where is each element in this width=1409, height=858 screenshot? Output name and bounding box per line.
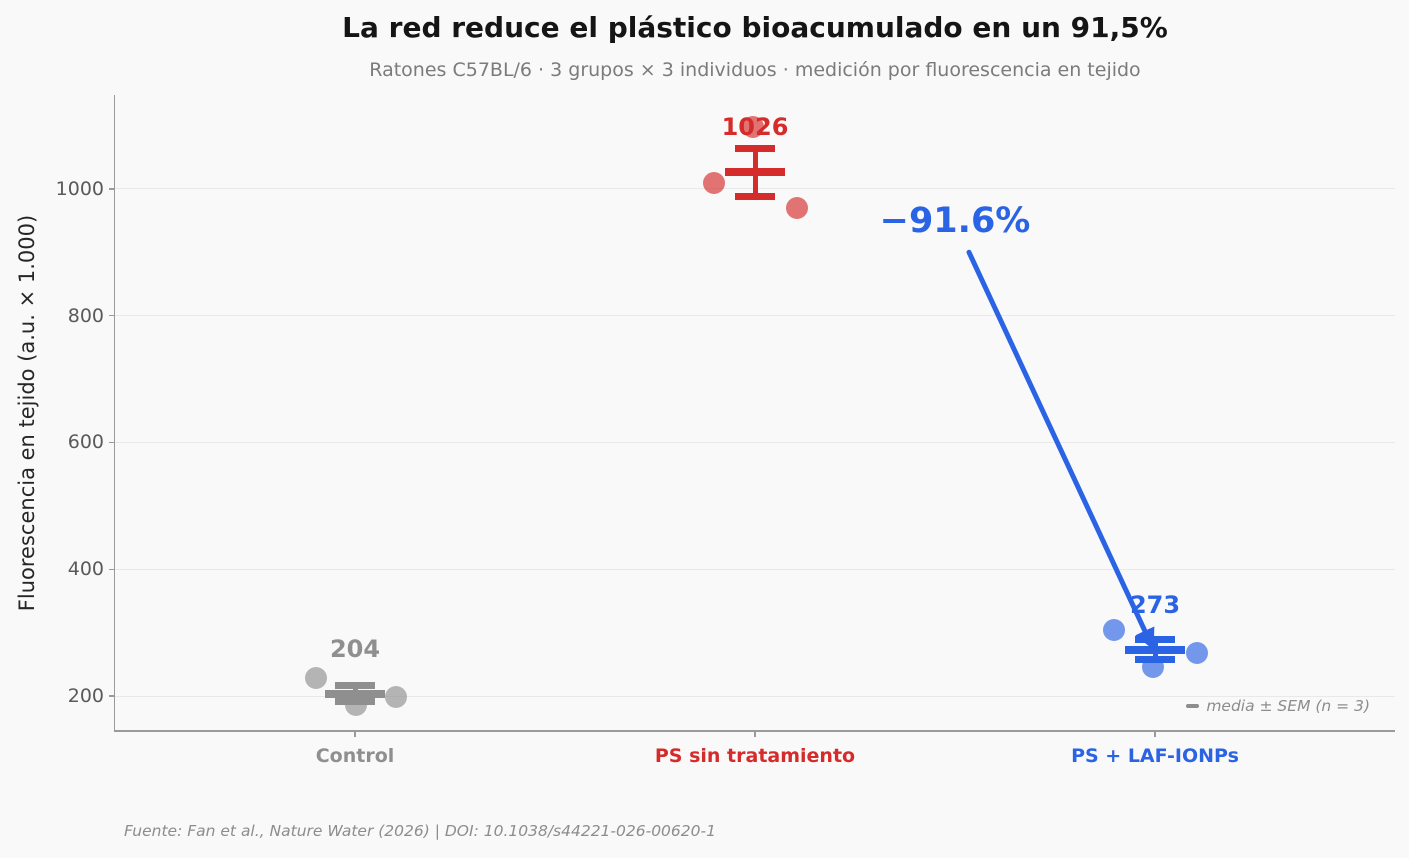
mean-line bbox=[325, 689, 385, 698]
x-tick-mark bbox=[754, 731, 756, 737]
errorbar-cap-bottom bbox=[335, 698, 375, 706]
y-tick-mark bbox=[109, 441, 115, 444]
errorbar-cap-bottom bbox=[1135, 656, 1175, 664]
data-point bbox=[742, 115, 764, 138]
source-note: Fuente: Fan et al., Nature Water (2026) … bbox=[124, 822, 716, 840]
data-point bbox=[1186, 642, 1208, 664]
annotation-reduction-label: −91.6% bbox=[879, 200, 1031, 241]
mean-line bbox=[1125, 645, 1185, 654]
legend-line-swatch bbox=[1186, 704, 1200, 708]
x-tick-mark bbox=[1154, 731, 1156, 737]
y-tick-mark bbox=[109, 568, 115, 571]
mean-label-ps-laf-ionps: 273 bbox=[1129, 590, 1181, 619]
chart-subtitle: Ratones C57BL/6 · 3 grupos × 3 individuo… bbox=[369, 59, 1141, 81]
errorbar-cap-bottom bbox=[735, 192, 775, 200]
y-tick-label: 1000 bbox=[55, 177, 104, 200]
legend-label: media ± SEM (n = 3) bbox=[1206, 697, 1370, 715]
data-point bbox=[702, 172, 725, 195]
errorbar-cap-top bbox=[735, 144, 775, 152]
x-category-label-control: Control bbox=[315, 745, 395, 767]
gridline bbox=[115, 695, 1395, 697]
gridline bbox=[115, 441, 1395, 443]
y-axis-spine bbox=[113, 95, 115, 731]
mean-label-control: 204 bbox=[329, 634, 381, 663]
x-category-label-ps-laf-ionps: PS + LAF-IONPs bbox=[1071, 745, 1239, 767]
y-tick-label: 800 bbox=[67, 304, 104, 327]
errorbar-cap-top bbox=[1135, 636, 1175, 644]
chart-title: La red reduce el plástico bioacumulado e… bbox=[342, 11, 1168, 44]
data-point bbox=[385, 686, 408, 709]
y-tick-mark bbox=[109, 695, 115, 697]
legend: media ± SEM (n = 3) bbox=[1186, 697, 1370, 715]
x-tick-mark bbox=[354, 731, 356, 737]
data-point bbox=[786, 196, 808, 219]
y-tick-label: 400 bbox=[67, 558, 104, 581]
y-tick-label: 600 bbox=[67, 431, 104, 454]
y-tick-mark bbox=[109, 314, 115, 317]
y-tick-label: 200 bbox=[67, 685, 104, 708]
data-point bbox=[304, 667, 327, 690]
y-tick-mark bbox=[109, 188, 115, 190]
annotation-arrow-line bbox=[966, 249, 1155, 650]
data-point bbox=[1102, 618, 1125, 641]
gridline bbox=[115, 568, 1395, 570]
errorbar-cap-top bbox=[335, 681, 375, 689]
gridline bbox=[115, 315, 1395, 317]
x-category-label-ps-untreated: PS sin tratamiento bbox=[654, 745, 856, 767]
mean-line bbox=[725, 168, 785, 177]
